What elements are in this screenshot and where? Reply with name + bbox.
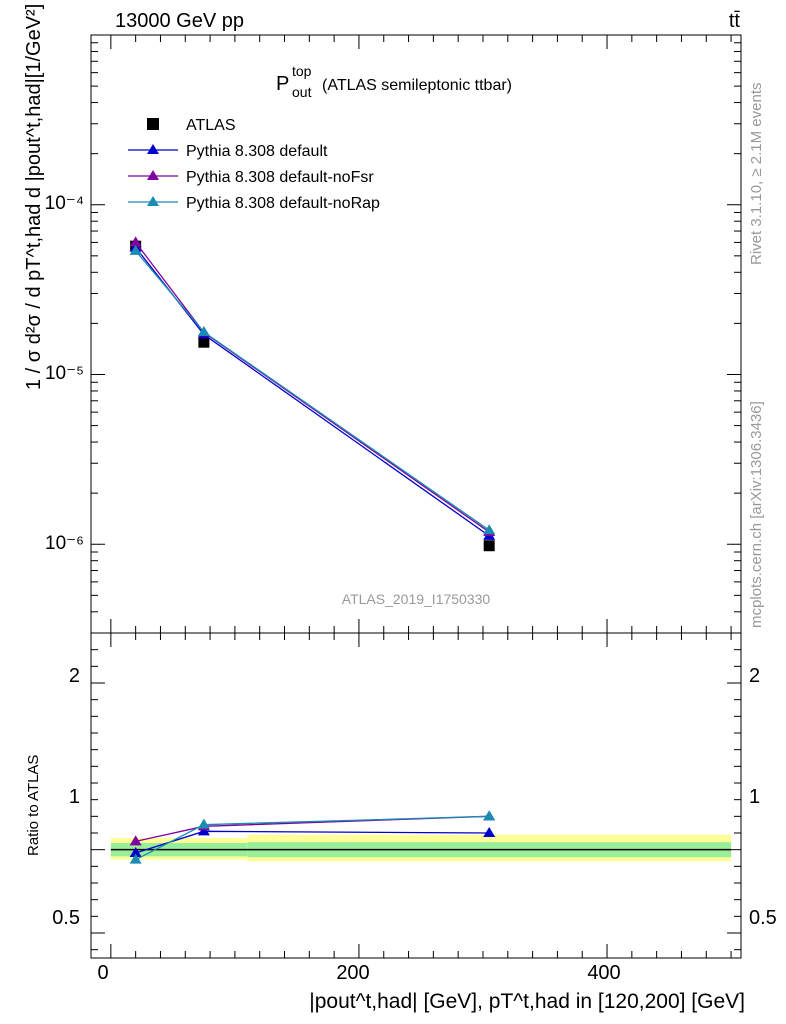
ratio-series-point-2 bbox=[197, 818, 210, 829]
ratio-axis-label: Ratio to ATLAS bbox=[25, 755, 42, 856]
ratio-y-tick-1-right: 1 bbox=[749, 786, 760, 808]
legend-label-default: Pythia 8.308 default bbox=[186, 143, 328, 160]
x-tick-label-0: 0 bbox=[97, 962, 108, 984]
main-series-point-3 bbox=[197, 325, 210, 336]
y-tick-label-1e-4: 10⁻⁴ bbox=[45, 193, 84, 214]
legend-marker-atlas bbox=[147, 118, 159, 130]
main-series-line-2 bbox=[135, 242, 490, 533]
x-axis-label: |pout^t,had| [GeV], pT^t,had in [120,200… bbox=[309, 990, 745, 1013]
legend-label-nofsr: Pythia 8.308 default-noFsr bbox=[186, 169, 374, 186]
energy-label: 13000 GeV pp bbox=[115, 10, 244, 32]
main-series-line-3 bbox=[135, 250, 490, 531]
ratio-y-tick-2-right: 2 bbox=[749, 665, 760, 687]
y-axis-label: 1 / σ d²σ / d pT^t,had d |pout^t,had|[1/… bbox=[23, 4, 45, 390]
plot-title-rest: (ATLAS semileptonic ttbar) bbox=[322, 77, 512, 94]
atlas-data-point bbox=[198, 336, 210, 348]
ratio-y-tick-0.5-right: 0.5 bbox=[749, 907, 777, 929]
plot-title-sub: out bbox=[292, 84, 312, 100]
ratio-series-point-0 bbox=[129, 847, 142, 857]
ratio-series-point-0 bbox=[483, 827, 496, 837]
ratio-axis-ticks bbox=[91, 633, 741, 958]
main-axis-ticks bbox=[91, 34, 741, 634]
x-tick-label-200: 200 bbox=[336, 962, 369, 984]
legend-label-norap: Pythia 8.308 default-noRap bbox=[186, 195, 380, 212]
mcplots-label: mcplots.cern.ch [arXiv:1306.3436] bbox=[748, 401, 765, 628]
x-tick-label-400: 400 bbox=[587, 962, 620, 984]
ratio-series-point-2 bbox=[483, 810, 496, 821]
process-label: tt̄ bbox=[729, 10, 741, 32]
main-series-point-3 bbox=[129, 244, 142, 255]
ratio-y-tick-1: 1 bbox=[69, 786, 80, 808]
plot-title: P top out (ATLAS semileptonic ttbar) bbox=[276, 63, 512, 100]
rivet-label: Rivet 3.1.10, ≥ 2.1M events bbox=[748, 83, 765, 266]
ratio-y-tick-0.5: 0.5 bbox=[52, 907, 80, 929]
ratio-series-point-1 bbox=[129, 835, 142, 846]
ratio-series-point-2 bbox=[129, 853, 142, 864]
ratio-plot-frame bbox=[90, 632, 742, 959]
atlas-data-point bbox=[483, 540, 495, 552]
plot-title-main: P bbox=[276, 73, 289, 95]
main-series-layer bbox=[129, 236, 496, 552]
legend-marker-norap bbox=[147, 196, 159, 206]
y-tick-label-1e-5: 10⁻⁵ bbox=[45, 363, 84, 384]
plot-title-sup: top bbox=[292, 63, 312, 79]
legend: ATLAS Pythia 8.308 default Pythia 8.308 … bbox=[128, 117, 380, 212]
ratio-y-tick-2: 2 bbox=[69, 665, 80, 687]
main-series-point-3 bbox=[483, 524, 496, 535]
ratio-uncertainty-bands bbox=[110, 834, 732, 862]
legend-marker-default bbox=[147, 144, 159, 154]
legend-label-atlas: ATLAS bbox=[186, 117, 236, 134]
analysis-label: ATLAS_2019_I1750330 bbox=[342, 591, 491, 607]
legend-marker-nofsr bbox=[147, 170, 159, 180]
main-series-point-2 bbox=[129, 236, 142, 247]
ratio-series-layer bbox=[129, 810, 496, 864]
y-tick-label-1e-6: 10⁻⁶ bbox=[45, 533, 84, 554]
